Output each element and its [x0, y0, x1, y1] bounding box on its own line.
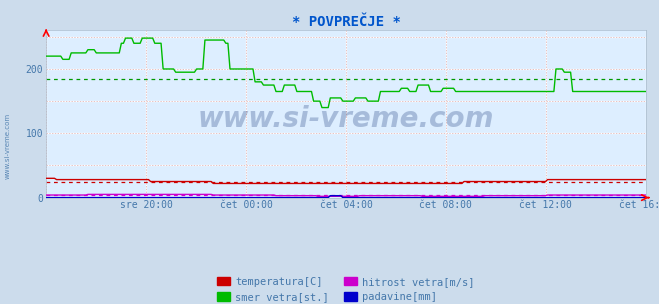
Legend: temperatura[C], smer vetra[st.], hitrost vetra[m/s], padavine[mm]: temperatura[C], smer vetra[st.], hitrost… [213, 273, 479, 304]
Text: www.si-vreme.com: www.si-vreme.com [5, 113, 11, 179]
Text: www.si-vreme.com: www.si-vreme.com [198, 105, 494, 133]
Title: * POVPREČJE *: * POVPREČJE * [291, 15, 401, 29]
